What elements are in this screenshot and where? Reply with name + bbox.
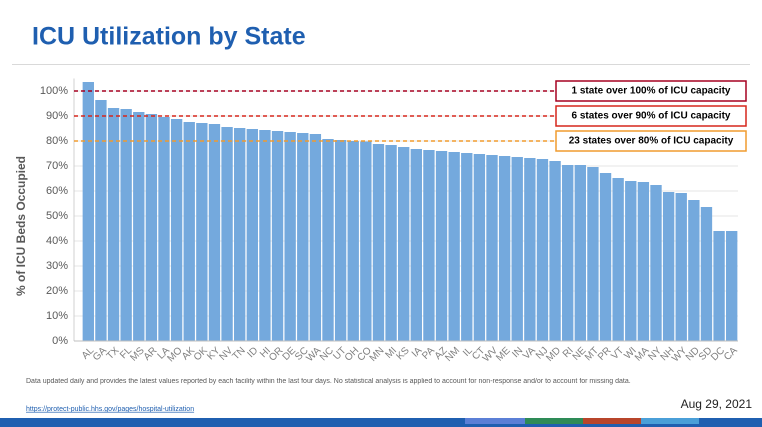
bar [284,132,296,341]
bar [713,231,725,341]
bar [498,156,511,341]
bar [322,139,334,341]
bar [170,119,183,341]
bar [259,130,271,341]
bar [120,109,132,341]
annotation-box [555,105,747,127]
y-tick-label: 50% [46,210,68,222]
x-tick-label: MD [544,345,563,364]
bar [562,165,574,341]
bar [271,131,284,341]
y-tick-label: 60% [46,185,68,197]
bar [461,153,473,341]
bar [297,133,309,341]
bar [133,112,145,341]
bar [448,152,460,341]
footer-stripe [465,418,525,424]
bar [221,127,233,341]
bar [625,181,637,341]
y-tick-label: 40% [46,235,68,247]
y-tick-label: 20% [46,285,68,297]
bar [486,155,498,341]
bar [183,122,195,341]
y-axis-title: % of ICU Beds Occupied [14,156,28,296]
bar [309,134,322,341]
footer-stripe [525,418,583,424]
bar [385,145,397,341]
bar [398,147,410,341]
bar [347,141,359,341]
chart-title: ICU Utilization by State [32,23,306,51]
x-tick-label: KS [394,345,411,362]
footer-stripe [641,418,699,424]
y-tick-label: 70% [46,160,68,172]
x-tick-label: ME [494,345,513,364]
annotation-text: 1 state over 100% of ICU capacity [572,86,731,97]
bar [410,149,422,341]
bar [688,200,700,341]
bar [435,151,448,341]
bar [536,159,549,341]
annotation-text: 23 states over 80% of ICU capacity [569,136,734,147]
bar [675,193,687,341]
bar [360,141,372,341]
bar [95,100,107,341]
source-link[interactable]: https://protect-public.hhs.gov/pages/hos… [26,406,194,413]
bar [372,144,385,341]
bar [587,167,599,341]
bar [473,154,486,341]
bar [246,129,258,341]
bar [423,150,435,341]
annotation-box [555,130,747,152]
footer-stripe [583,418,641,424]
bar [334,140,347,341]
bar [196,123,208,341]
bar [158,117,170,341]
y-tick-label: 10% [46,310,68,322]
x-tick-label: CA [722,345,740,363]
date: Aug 29, 2021 [681,397,753,411]
annotation-text: 6 states over 90% of ICU capacity [572,111,731,122]
bar [511,157,523,341]
bar [524,158,536,341]
bar [662,192,675,341]
annotation-box [555,80,747,102]
bar [82,82,94,341]
bar [107,108,120,341]
bar [574,165,586,341]
y-tick-label: 0% [52,335,68,347]
y-tick-label: 100% [40,85,68,97]
x-tick-label: TN [230,345,247,362]
footer-bar [0,418,762,427]
y-tick-label: 30% [46,260,68,272]
bar [145,114,158,341]
bar [650,185,662,341]
bar [549,161,561,341]
footnote: Data updated daily and provides the late… [26,378,631,385]
divider [12,64,750,65]
bar [700,207,713,341]
bar [637,182,650,341]
x-tick-label: NM [443,345,462,364]
y-tick-label: 80% [46,135,68,147]
bar [726,231,738,341]
y-tick-label: 90% [46,110,68,122]
bar [234,128,246,341]
bar [208,124,221,341]
bar [599,173,612,341]
footnote-box: Data updated daily and provides the late… [26,378,631,385]
bar [612,178,624,341]
